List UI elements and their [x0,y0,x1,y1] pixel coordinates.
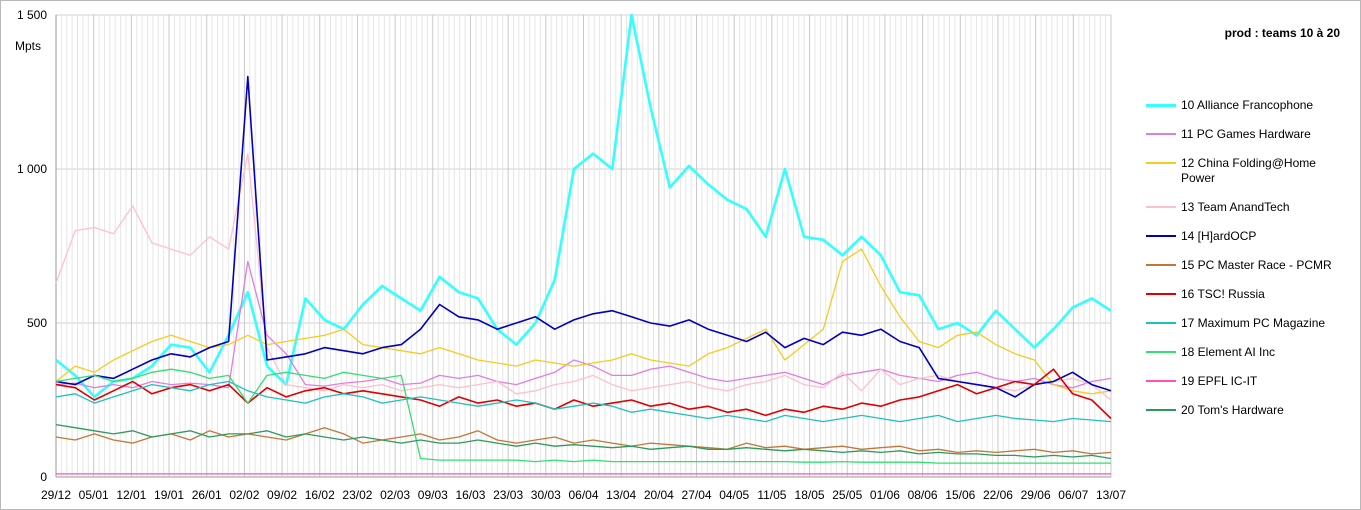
y-axis-label: Mpts [15,39,42,53]
legend-swatch [1146,162,1176,164]
legend-swatch [1146,409,1176,411]
legend-item: 10 Alliance Francophone [1146,98,1346,113]
x-tick-label: 08/06 [908,488,938,502]
x-tick-label: 06/07 [1058,488,1088,502]
legend-label: 20 Tom's Hardware [1181,403,1284,417]
x-tick-label: 13/07 [1096,488,1126,502]
x-tick-label: 13/04 [606,488,636,502]
legend-label: 10 Alliance Francophone [1181,98,1314,112]
legend-swatch [1146,104,1176,107]
x-tick-labels: 29/12 05/01 12/01 19/01 26/01 02/02 09/02 16/02… [41,488,1126,502]
legend-label: 13 Team AnandTech [1181,200,1290,214]
x-tick-label: 16/03 [455,488,485,502]
x-tick-label: 30/03 [531,488,561,502]
x-tick-label: 01/06 [870,488,900,502]
legend-swatch [1146,322,1176,324]
legend-swatch [1146,351,1176,353]
x-tick-label: 25/05 [832,488,862,502]
series-line-12 [55,248,1112,395]
y-tick-label: 1 500 [17,8,47,22]
series-line-11 [55,260,1112,389]
x-tick-label: 19/01 [154,488,184,502]
x-tick-label: 06/04 [568,488,598,502]
legend-item: 12 China Folding@Home Power [1146,156,1346,186]
legend-item: 16 TSC! Russia [1146,287,1346,302]
legend-label: 19 EPFL IC-IT [1181,374,1258,388]
legend-item: 17 Maximum PC Magazine [1146,316,1346,331]
legend-swatch [1146,293,1176,295]
series-line-13 [55,152,1112,401]
series-line-14 [55,75,1112,398]
x-tick-label: 26/01 [192,488,222,502]
legend-item: 20 Tom's Hardware [1146,403,1346,418]
series-line-10 [55,13,1112,399]
legend-label: 18 Element AI Inc [1181,345,1276,359]
legend-item: 15 PC Master Race - PCMR [1146,258,1346,273]
legend-item: 11 PC Games Hardware [1146,127,1346,142]
x-tick-label: 16/02 [305,488,335,502]
x-tick-label: 23/03 [493,488,523,502]
x-tick-label: 04/05 [719,488,749,502]
legend-label: 15 PC Master Race - PCMR [1181,258,1332,272]
legend: 10 Alliance Francophone 11 PC Games Hardw… [1146,98,1346,432]
series-lines [55,13,1112,475]
legend-label: 17 Maximum PC Magazine [1181,316,1326,330]
series-line-18 [55,368,1111,464]
x-tick-label: 15/06 [945,488,975,502]
x-tick-label: 12/01 [116,488,146,502]
legend-swatch [1146,235,1176,237]
x-tick-label: 23/02 [342,488,372,502]
legend-swatch [1146,380,1176,382]
axes [55,15,1111,478]
chart-title: prod : teams 10 à 20 [1224,26,1340,40]
series-line-15 [55,427,1112,455]
legend-swatch [1146,264,1176,266]
x-tick-label: 11/05 [757,488,786,502]
x-tick-label: 27/04 [682,488,712,502]
series-line-16 [55,368,1112,420]
legend-item: 18 Element AI Inc [1146,345,1346,360]
y-tick-label: 0 [40,470,47,484]
x-tick-label: 09/02 [267,488,297,502]
x-tick-label: 29/12 [41,488,71,502]
legend-item: 13 Team AnandTech [1146,200,1346,215]
x-tick-label: 18/05 [795,488,825,502]
series-line-20 [55,423,1112,460]
x-tick-label: 02/03 [380,488,410,502]
x-tick-label: 29/06 [1021,488,1051,502]
x-tick-label: 09/03 [418,488,448,502]
x-tick-label: 20/04 [644,488,674,502]
legend-label: 16 TSC! Russia [1181,287,1265,301]
y-tick-labels: 0 500 1 000 1 500 [17,8,47,484]
x-tick-label: 22/06 [983,488,1013,502]
legend-item: 19 EPFL IC-IT [1146,374,1346,389]
legend-label: 12 China Folding@Home Power [1181,156,1316,185]
x-tick-label: 02/02 [229,488,259,502]
legend-swatch [1146,206,1176,208]
x-tick-label: 05/01 [79,488,109,502]
legend-swatch [1146,133,1176,135]
y-tick-label: 500 [27,316,47,330]
series-line-17 [55,380,1112,423]
legend-label: 11 PC Games Hardware [1181,127,1311,141]
y-tick-label: 1 000 [17,162,47,176]
legend-item: 14 [H]ardOCP [1146,229,1346,244]
legend-label: 14 [H]ardOCP [1181,229,1257,243]
grid [55,14,1112,477]
